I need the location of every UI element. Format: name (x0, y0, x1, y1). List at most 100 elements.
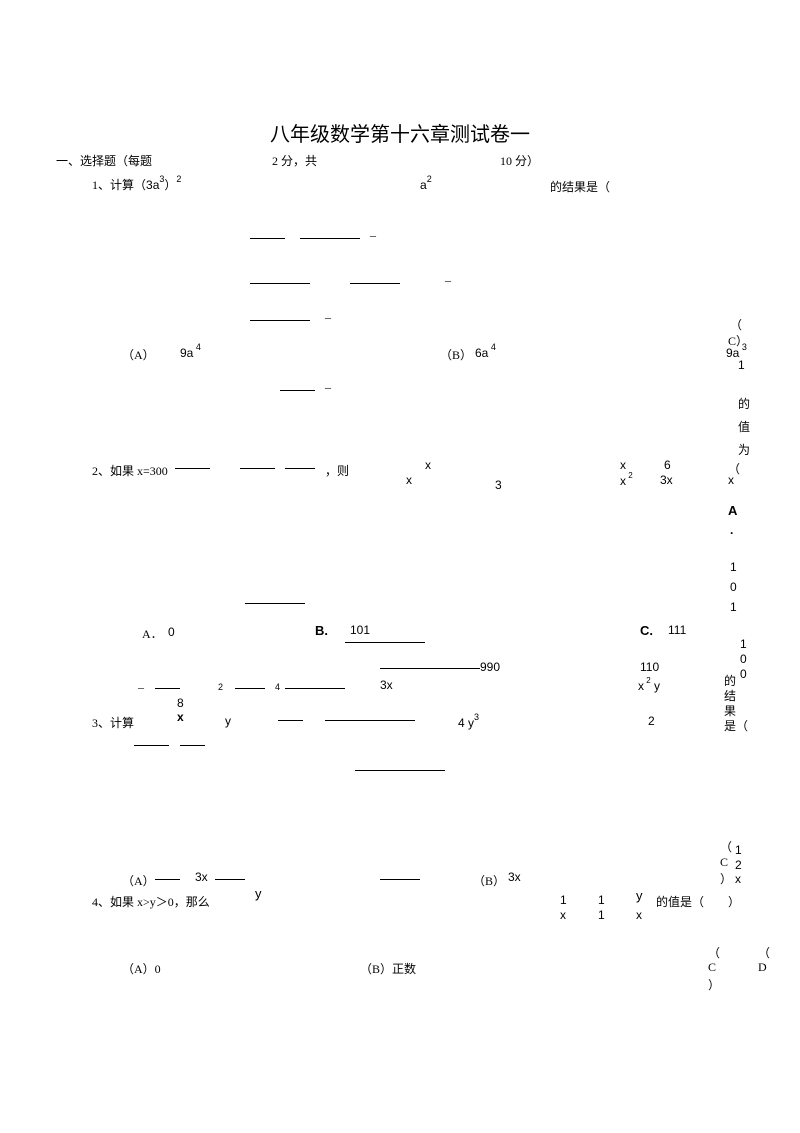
q1-mid: a2 (420, 176, 432, 192)
q2-3: 3 (495, 478, 502, 492)
q2-100c: 0 (740, 667, 747, 681)
q2-six: 6 (664, 458, 671, 472)
rule (285, 688, 345, 689)
q1-tail: 的结果是（ (550, 178, 610, 195)
q2-100b: 0 (740, 652, 747, 666)
section-points-total: 10 分） (500, 152, 539, 169)
q3-optC-1: 1 (735, 843, 742, 857)
q2-101c: 1 (730, 600, 737, 614)
q2-101b: 0 (730, 580, 737, 594)
q4-optD-p: （ (758, 944, 770, 961)
rule (380, 668, 480, 669)
rule (355, 770, 445, 771)
q4-optC-C: C (708, 960, 716, 975)
rule (278, 720, 303, 721)
q3-shi: 是（ (724, 717, 748, 734)
q1-optA: （A） (122, 346, 155, 363)
rule (280, 390, 315, 391)
q3-2: 2 (648, 714, 655, 728)
q4-1c: 1 (598, 908, 605, 922)
q2-ze: ，则 (325, 462, 349, 479)
section-header: 一、选择题（每题 (56, 152, 152, 169)
q2-optA-label: A． (142, 625, 163, 642)
q2-Aperiod: . (730, 523, 733, 537)
page-title: 八年级数学第十六章测试卷一 (0, 118, 800, 147)
rule (250, 283, 310, 284)
rule (325, 720, 415, 721)
q2-optB-label: B. (315, 623, 328, 638)
q2-optB: 101 (350, 623, 370, 637)
dash: – (325, 310, 331, 325)
q1-wei: 为 (738, 441, 750, 458)
rule (285, 468, 315, 469)
q2-rx2: x 2 (620, 473, 633, 488)
q2-A: A (728, 503, 737, 518)
q4-1a: 1 (560, 893, 567, 907)
q3-optB: （B） (473, 872, 505, 889)
q2-number: 2、如果 x=300 (92, 462, 168, 479)
q3-ldash: – (138, 680, 144, 695)
rule (175, 468, 210, 469)
q3-optC-C: C (720, 855, 728, 870)
rule (155, 688, 180, 689)
q1-optA-val: 9a 4 (180, 344, 201, 360)
q2-101a: 1 (730, 560, 737, 574)
rule (250, 320, 310, 321)
q4-xa: x (560, 908, 566, 922)
rule (134, 745, 169, 746)
q3-4y3: 4 y3 (458, 714, 479, 730)
q3-8: 8 (177, 696, 184, 710)
q3-s4: 4 (275, 682, 280, 692)
q2-110: 110 (640, 660, 659, 674)
q1-zhi: 值 (738, 418, 750, 435)
q4-optC-p2: ） (708, 976, 720, 993)
rule (250, 238, 285, 239)
q4-number: 4、如果 x>y＞0，那么 (92, 893, 210, 910)
q2-100a: 1 (740, 637, 747, 651)
q2-optA: 0 (168, 625, 175, 639)
rule (245, 603, 305, 604)
rule (240, 468, 275, 469)
q4-rparen: ） (728, 893, 740, 910)
rule (235, 688, 265, 689)
q4-tail: 的值是（ (656, 893, 704, 910)
q3-y: y (225, 714, 231, 728)
q3-3x: 3x (380, 678, 393, 692)
rule (350, 283, 400, 284)
q2-990: 990 (480, 660, 500, 674)
q4-1b: 1 (598, 893, 605, 907)
dash: – (370, 228, 376, 243)
q3-optC-p2: ） (720, 870, 732, 887)
q3-number: 3、计算 (92, 714, 134, 731)
q4-y1: y (255, 886, 262, 901)
q2-optC: 111 (668, 623, 686, 637)
q3-optA: （A） (122, 872, 155, 889)
q3-x2y: x 2 y (638, 678, 660, 693)
q2-rx1: x (620, 458, 626, 472)
q2-optC-label: C. (640, 623, 653, 638)
q3-optC-p1: （ (720, 838, 732, 855)
q3-optC-2: 2 (735, 858, 742, 872)
q3-optA-val: 3x (195, 870, 208, 884)
q2-x2: x (406, 473, 412, 487)
rule (180, 745, 205, 746)
q4-optA: （A）0 (122, 960, 161, 977)
q1-optC-paren: （ (730, 316, 742, 333)
rule (380, 879, 420, 880)
rule (215, 879, 245, 880)
section-points-each: 2 分，共 (272, 152, 317, 169)
q2-3x: 3x (660, 473, 673, 487)
q4-optD-D: D (758, 960, 767, 975)
q3-x: x (177, 710, 184, 724)
q4-optC-p: （ (708, 944, 720, 961)
q1-one: 1 (738, 358, 745, 372)
q1-de: 的 (738, 395, 750, 412)
rule (345, 642, 425, 643)
q3-optC-x: x (735, 872, 741, 886)
q1-optB: （B） (440, 346, 472, 363)
rule (155, 879, 180, 880)
q3-s2: 2 (218, 682, 223, 692)
q2-x1: x (425, 458, 431, 472)
dash: – (445, 273, 451, 288)
q4-optB: （B）正数 (360, 960, 416, 977)
